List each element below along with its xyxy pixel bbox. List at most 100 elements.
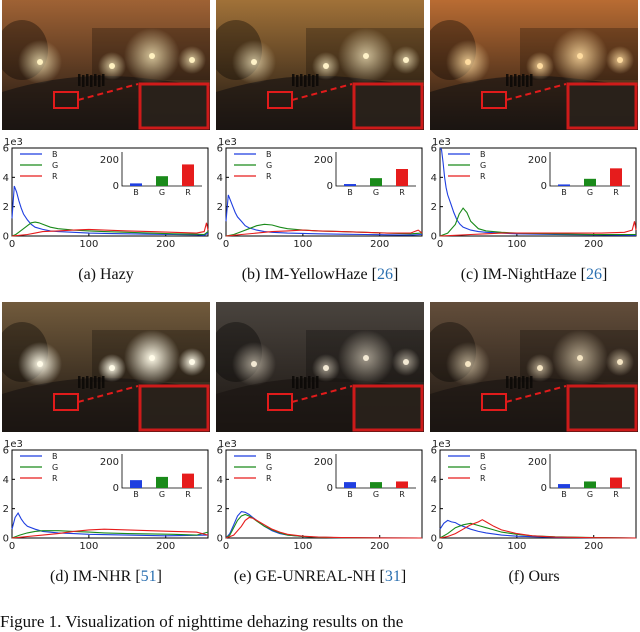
person-silhouette <box>518 75 521 87</box>
person-silhouette <box>94 74 97 86</box>
person-silhouette <box>522 376 525 388</box>
zoom-connector <box>505 385 567 403</box>
y-tick-label: 0 <box>431 534 437 545</box>
inset-axes <box>121 152 202 187</box>
x-tick-label: 0 <box>437 541 443 552</box>
citation-link[interactable]: 26 <box>585 266 602 283</box>
y-tick-label: 2 <box>217 202 223 213</box>
series-line-R <box>439 221 637 237</box>
street-lamp <box>537 365 543 371</box>
street-lamp <box>403 57 409 63</box>
y-tick-label: 2 <box>431 202 437 213</box>
y-tick-label: 4 <box>431 173 437 184</box>
person-silhouette <box>506 74 509 86</box>
photo-d <box>2 302 210 432</box>
inset-category-label: G <box>159 490 165 499</box>
zoom-inset-box <box>352 384 424 432</box>
subfigure-label: (b) IM-YellowHaze [ <box>241 266 377 283</box>
legend-label-B: B <box>480 452 486 461</box>
street-lamp <box>109 365 115 371</box>
x-tick-label: 100 <box>79 239 98 250</box>
inset-bar-R <box>610 477 622 488</box>
x-tick-label: 100 <box>507 239 526 250</box>
inset-axes <box>549 454 630 489</box>
panel-d: 1e3 0 2 4 6 0 100 200 B G R 0 200 B G R (d) IM-NHR [51] <box>2 302 210 585</box>
citation-link[interactable]: 31 <box>384 568 401 585</box>
x-tick-label: 100 <box>79 541 98 552</box>
histogram-b: 1e3 0 2 4 6 0 100 200 B G R 0 200 B G R <box>216 130 424 254</box>
x-tick-label: 0 <box>9 239 15 250</box>
person-silhouette <box>292 376 295 388</box>
legend-label-R: R <box>266 474 272 483</box>
histogram-f: 1e3 0 2 4 6 0 100 200 B G R 0 200 B G R <box>430 432 638 556</box>
inset-tick-label: 0 <box>541 181 547 192</box>
street-lamp <box>323 63 329 69</box>
plot-frame <box>439 147 637 237</box>
subfigure-caption: (a) Hazy <box>2 266 210 284</box>
inset-bar-G <box>370 482 382 488</box>
inset-tick-label: 0 <box>327 483 333 494</box>
inset-category-label: G <box>159 188 165 197</box>
person-silhouette <box>90 75 93 87</box>
inset-bar-B <box>558 184 570 186</box>
y-tick-label: 6 <box>217 446 223 457</box>
street-lamp <box>465 59 471 65</box>
y-tick-label: 4 <box>217 173 223 184</box>
inset-category-label: B <box>347 188 353 197</box>
photo-a <box>2 0 210 130</box>
legend-label-G: G <box>52 161 58 170</box>
histogram-e: 1e3 0 2 4 6 0 100 200 B G R 0 200 B G R <box>216 432 424 556</box>
person-silhouette <box>86 74 89 86</box>
x-tick-label: 0 <box>223 541 229 552</box>
panel-f: 1e3 0 2 4 6 0 100 200 B G R 0 200 B G R (f) Ours <box>430 302 638 585</box>
plot-frame <box>439 449 637 539</box>
x-tick-label: 100 <box>293 541 312 552</box>
person-silhouette <box>296 377 299 389</box>
photo-b <box>216 0 424 130</box>
inset-bar-R <box>610 168 622 186</box>
street-lamp <box>363 53 369 59</box>
series-line-R <box>225 229 423 237</box>
scale-label: 1e3 <box>4 137 23 148</box>
inset-tick-label: 200 <box>528 457 547 468</box>
scale-label: 1e3 <box>432 137 451 148</box>
zoom-connector <box>77 385 139 403</box>
inset-tick-label: 200 <box>528 155 547 166</box>
x-tick-label: 0 <box>437 239 443 250</box>
person-silhouette <box>316 74 319 86</box>
inset-category-label: R <box>613 188 619 197</box>
inset-category-label: R <box>185 188 191 197</box>
person-silhouette <box>102 376 105 388</box>
person-silhouette <box>102 74 105 86</box>
person-silhouette <box>304 75 307 87</box>
citation-link[interactable]: 26 <box>376 266 393 283</box>
night-scene-image <box>430 0 638 130</box>
series-line-R <box>439 519 637 539</box>
street-lamp <box>363 355 369 361</box>
legend-label-G: G <box>266 463 272 472</box>
person-silhouette <box>300 74 303 86</box>
histogram-c: 1e3 0 2 4 6 0 100 200 B G R 0 200 B G R <box>430 130 638 254</box>
zoom-connector <box>291 385 353 403</box>
night-scene-image <box>430 302 638 432</box>
citation-link[interactable]: 51 <box>140 568 157 585</box>
inset-axes <box>335 454 416 489</box>
person-silhouette <box>300 376 303 388</box>
y-tick-label: 0 <box>217 232 223 243</box>
x-tick-label: 0 <box>9 541 15 552</box>
person-silhouette <box>514 376 517 388</box>
y-tick-label: 6 <box>431 144 437 155</box>
legend-label-B: B <box>52 150 58 159</box>
street-lamp <box>149 355 155 361</box>
panel-a: 1e3 0 2 4 6 0 100 200 B G R 0 200 B G R (a) Hazy <box>2 0 210 283</box>
zoom-inset-box <box>138 82 210 130</box>
street-lamp <box>577 355 583 361</box>
panel-b: 1e3 0 2 4 6 0 100 200 B G R 0 200 B G R (b) IM-YellowHaz… <box>216 0 424 283</box>
zoom-inset-box <box>352 82 424 130</box>
person-silhouette <box>308 376 311 388</box>
panel-e: 1e3 0 2 4 6 0 100 200 B G R 0 200 B G R (e) GE-UNREAL-NH… <box>216 302 424 585</box>
x-tick-label: 100 <box>293 239 312 250</box>
inset-bar-B <box>130 183 142 186</box>
